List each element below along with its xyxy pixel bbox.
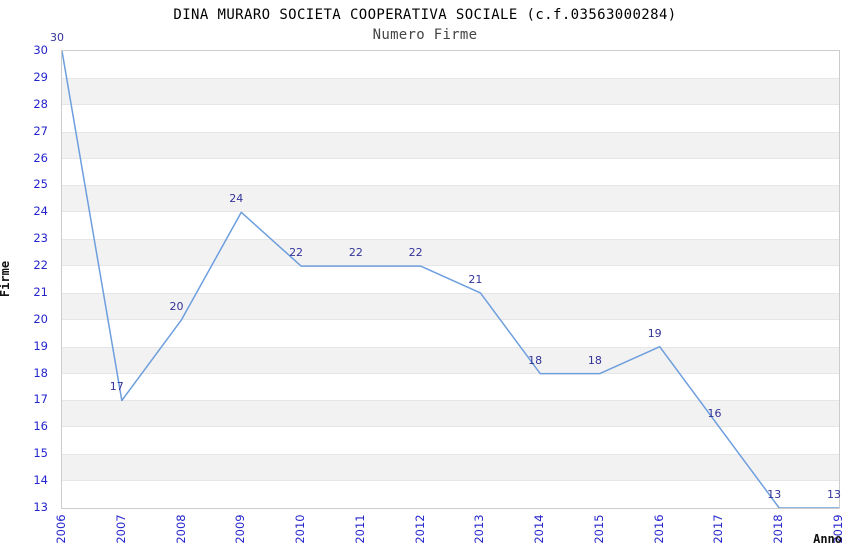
y-tick-label: 15 bbox=[33, 446, 48, 461]
data-point-label: 16 bbox=[707, 407, 722, 421]
data-point-label: 18 bbox=[528, 353, 543, 367]
line-series bbox=[62, 51, 839, 508]
y-tick-label: 19 bbox=[33, 338, 48, 353]
x-axis-label: Anno bbox=[813, 532, 842, 546]
x-tick-label: 2015 bbox=[591, 514, 606, 544]
data-point-label: 22 bbox=[348, 246, 363, 260]
x-tick-label: 2018 bbox=[771, 514, 786, 544]
data-point-label: 20 bbox=[169, 299, 184, 313]
series-polyline bbox=[62, 51, 839, 508]
y-tick-label: 20 bbox=[33, 311, 48, 326]
x-tick-label: 2016 bbox=[651, 514, 666, 544]
y-tick-label: 16 bbox=[33, 419, 48, 434]
x-tick-label: 2010 bbox=[293, 514, 308, 544]
data-point-label: 13 bbox=[767, 488, 782, 501]
x-tick-label: 2014 bbox=[532, 514, 547, 544]
chart-title: DINA MURARO SOCIETA COOPERATIVA SOCIALE … bbox=[173, 7, 677, 23]
y-tick-label: 23 bbox=[33, 231, 48, 246]
y-tick-label: 17 bbox=[33, 392, 48, 407]
data-point-label: 22 bbox=[408, 246, 423, 260]
x-tick-label: 2011 bbox=[352, 514, 367, 544]
grid-band bbox=[62, 346, 839, 374]
x-tick-label: 2013 bbox=[472, 514, 487, 544]
data-point-label: 13 bbox=[827, 488, 841, 501]
grid-band bbox=[62, 131, 839, 159]
x-tick-label: 2008 bbox=[173, 514, 188, 544]
grid-band bbox=[62, 185, 839, 213]
x-tick-label: 2012 bbox=[412, 514, 427, 544]
data-point-label: 17 bbox=[109, 380, 124, 394]
chart-subtitle: Numero Firme bbox=[372, 27, 478, 43]
y-tick-label: 25 bbox=[33, 177, 48, 192]
data-point-label: 21 bbox=[468, 272, 483, 286]
y-tick-label: 27 bbox=[33, 123, 48, 138]
grid-band bbox=[62, 239, 839, 267]
data-point-label: 24 bbox=[229, 192, 244, 206]
y-tick-label: 29 bbox=[33, 69, 48, 84]
x-tick-label: 2006 bbox=[54, 514, 68, 544]
data-point-label: 22 bbox=[289, 246, 304, 260]
grid-band bbox=[62, 77, 839, 105]
x-tick-label: 2017 bbox=[711, 514, 726, 544]
data-point-label: 18 bbox=[587, 353, 602, 367]
y-tick-label: 22 bbox=[33, 258, 48, 273]
y-tick-label: 21 bbox=[33, 284, 48, 299]
y-tick-label: 14 bbox=[33, 473, 48, 488]
x-tick-label: 2007 bbox=[113, 514, 128, 544]
grid-band bbox=[62, 292, 839, 320]
y-tick-label: 13 bbox=[33, 500, 48, 514]
y-tick-label: 28 bbox=[33, 96, 48, 111]
y-tick-label: 18 bbox=[33, 365, 48, 380]
data-point-label: 19 bbox=[647, 326, 662, 340]
data-point-label: 30 bbox=[50, 31, 64, 44]
plot-area bbox=[61, 50, 840, 509]
grid-band bbox=[62, 454, 839, 482]
y-tick-label: 26 bbox=[33, 150, 48, 165]
y-tick-label: 30 bbox=[33, 43, 48, 57]
x-tick-label: 2009 bbox=[233, 514, 248, 544]
y-tick-label: 24 bbox=[33, 204, 48, 219]
